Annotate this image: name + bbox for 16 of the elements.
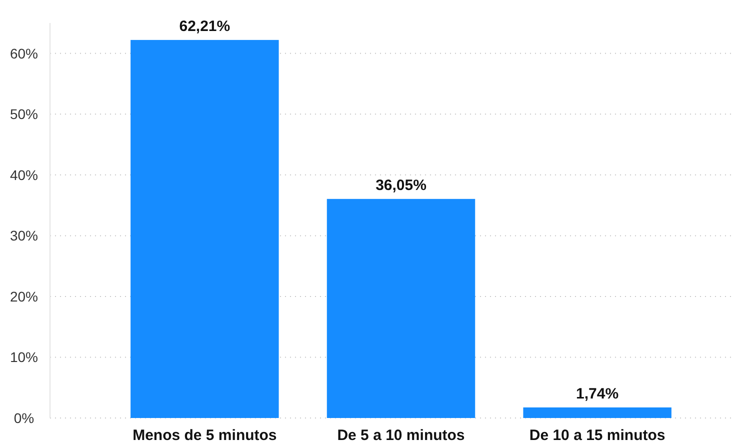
data-label: 62,21%: [179, 18, 230, 35]
y-tick-label: 20%: [10, 288, 38, 304]
bar: [523, 407, 672, 418]
y-tick-label: 10%: [10, 349, 38, 366]
y-tick-label: 40%: [10, 166, 38, 183]
bar: [130, 40, 279, 418]
y-tick-label: 0%: [14, 410, 34, 426]
y-tick-label: 50%: [10, 106, 38, 122]
y-tick-label: 60%: [10, 45, 38, 62]
x-tick-label: Menos de 5 minutos: [132, 427, 277, 444]
x-tick-label: De 5 a 10 minutos: [337, 427, 465, 444]
data-label: 1,74%: [576, 385, 619, 402]
y-tick-label: 30%: [10, 228, 38, 244]
data-label: 36,05%: [376, 176, 426, 194]
x-tick-label: De 10 a 15 minutos: [529, 427, 666, 444]
bar: [326, 198, 476, 418]
